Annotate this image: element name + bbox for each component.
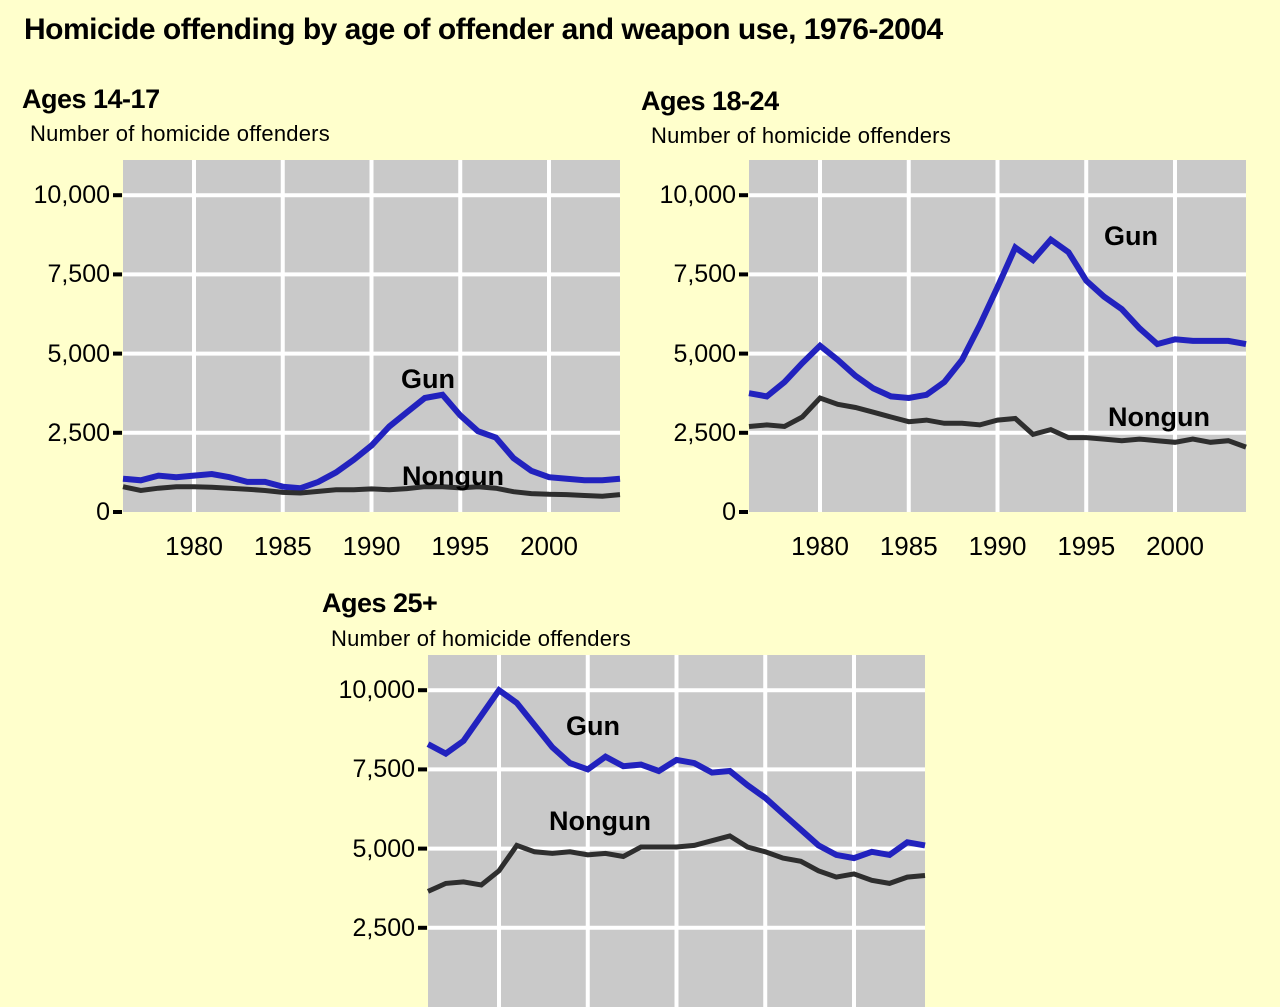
y-tick-label: 5,000 bbox=[352, 834, 415, 863]
plot-area-ages-14-17: Gun Nongun bbox=[113, 160, 621, 514]
nongun-line bbox=[426, 833, 926, 894]
page: { "page": { "title": "Homicide offending… bbox=[22, 13, 1247, 1007]
y-tick-label: 2,500 bbox=[352, 913, 415, 942]
x-tick-label: 2000 bbox=[520, 531, 578, 561]
chart-heading-ages-14-17: Ages 14-17 bbox=[22, 84, 160, 114]
page-title: Homicide offending by age of offender an… bbox=[24, 13, 943, 46]
plot-area-ages-25-: Gun Nongun bbox=[418, 655, 926, 1007]
nongun-line bbox=[122, 484, 621, 499]
series-label-nongun: Nongun bbox=[549, 806, 651, 836]
x-tick-label: 1990 bbox=[342, 531, 401, 561]
x-tick-label: 1995 bbox=[431, 531, 490, 561]
x-tick-label: 1985 bbox=[253, 531, 312, 561]
y-tick-label: 10,000 bbox=[659, 181, 736, 210]
y-tick-label: 7,500 bbox=[673, 260, 736, 289]
gun-line bbox=[122, 391, 621, 492]
y-tick-label: 5,000 bbox=[47, 339, 110, 368]
chart-y-axis-title-ages-14-17: Number of homicide offenders bbox=[30, 121, 330, 146]
y-tick-label: 7,500 bbox=[352, 755, 415, 784]
y-tick-label: 5,000 bbox=[673, 339, 736, 368]
chart-heading-ages-25-plus: Ages 25+ bbox=[322, 588, 438, 618]
y-tick-label: 7,500 bbox=[47, 260, 110, 289]
chart-heading-ages-18-24: Ages 18-24 bbox=[641, 86, 779, 116]
gun-line bbox=[748, 235, 1247, 402]
series-label-gun: Gun bbox=[566, 711, 620, 741]
x-tick-label: 1990 bbox=[968, 531, 1027, 561]
x-tick-label: 1980 bbox=[165, 531, 223, 561]
y-tick-label: 10,000 bbox=[338, 676, 415, 705]
y-tick-label: 2,500 bbox=[47, 418, 110, 447]
chart-y-axis-title-ages-25-plus: Number of homicide offenders bbox=[331, 626, 631, 651]
y-tick-label: 0 bbox=[96, 498, 110, 526]
x-tick-label: 1980 bbox=[791, 531, 849, 561]
gun-line bbox=[426, 685, 926, 862]
x-tick-label: 1995 bbox=[1057, 531, 1116, 561]
series-label-nongun: Nongun bbox=[402, 461, 504, 491]
nongun-line bbox=[748, 395, 1247, 450]
y-tick-label: 0 bbox=[722, 498, 736, 526]
series-label-gun: Gun bbox=[401, 364, 455, 394]
x-tick-label: 2000 bbox=[1146, 531, 1204, 561]
chart-y-axis-title-ages-18-24: Number of homicide offenders bbox=[651, 123, 951, 148]
plot-area-ages-18-24: Gun Nongun bbox=[739, 160, 1247, 514]
y-tick-label: 2,500 bbox=[673, 418, 736, 447]
series-label-gun: Gun bbox=[1104, 221, 1158, 251]
series-label-nongun: Nongun bbox=[1108, 402, 1210, 432]
x-tick-label: 1985 bbox=[879, 531, 938, 561]
y-tick-label: 10,000 bbox=[33, 181, 110, 210]
